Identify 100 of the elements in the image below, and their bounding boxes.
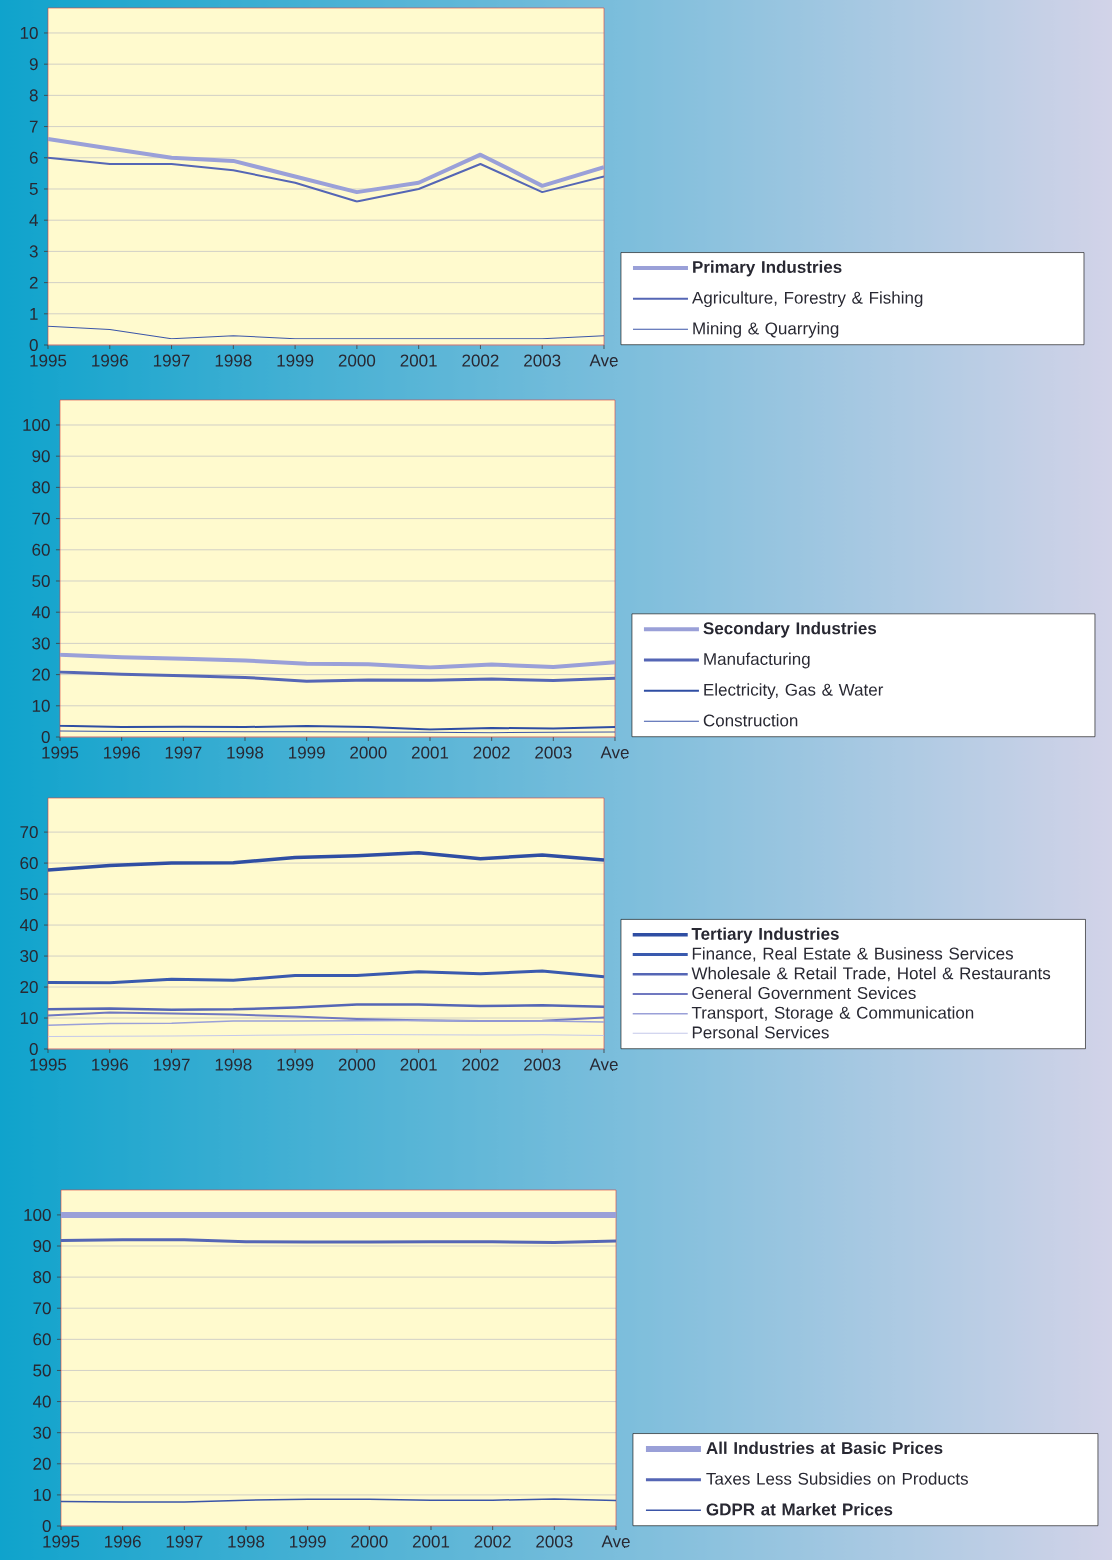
legend-label: Mining & Quarrying — [693, 321, 839, 338]
line-series — [48, 851, 604, 872]
legend-label: Personal Services — [692, 1026, 829, 1039]
y-tick-label: 10 — [33, 1488, 51, 1501]
y-tick-label: 4 — [29, 214, 38, 227]
y-tick-label: 60 — [32, 543, 50, 556]
x-tick-label: 2000 — [338, 354, 376, 367]
y-tick-label: 9 — [29, 58, 38, 71]
y-tick-label: 5 — [29, 183, 38, 195]
y-tick-label: 0 — [29, 1042, 38, 1056]
x-tick-label: 1996 — [92, 354, 128, 367]
x-tick-label: 2003 — [524, 354, 561, 367]
y-tick-label: 100 — [23, 418, 50, 431]
y-tick-label: 30 — [20, 950, 38, 963]
line-series — [48, 969, 604, 985]
x-tick-label: 1999 — [277, 354, 314, 367]
x-tick-label: 1999 — [289, 746, 325, 759]
x-tick-label: 1998 — [215, 354, 252, 367]
y-tick-label: 80 — [33, 1271, 51, 1284]
y-tick-label: 20 — [20, 981, 38, 994]
y-tick-label: 0 — [41, 730, 50, 744]
y-tick-label: 1 — [30, 307, 38, 320]
y-tick-label: 6 — [29, 151, 38, 164]
x-tick-label: 1998 — [215, 1058, 252, 1071]
x-tick-label: 2002 — [474, 1535, 511, 1548]
x-tick-label: 1998 — [228, 1535, 265, 1548]
y-tick-label: 70 — [32, 512, 50, 525]
legend-label: Taxes Less Subsidies on Products — [706, 1472, 968, 1485]
x-tick-label: 1997 — [166, 1535, 203, 1548]
legend-label: Tertiary Industries — [691, 927, 839, 944]
x-tick-label: 2001 — [411, 746, 449, 759]
x-tick-label: 1996 — [92, 1058, 128, 1071]
y-tick-label: 50 — [33, 1364, 51, 1377]
y-tick-label: 40 — [19, 919, 38, 932]
x-tick-label: 2001 — [400, 354, 437, 367]
y-tick-label: 30 — [32, 637, 50, 650]
y-tick-label: 90 — [32, 450, 50, 463]
x-tick-label: Ave — [601, 1535, 630, 1548]
line-series — [48, 137, 604, 195]
y-tick-label: 2 — [29, 276, 38, 289]
legend-label: Wholesale & Retail Trade, Hotel & Restaurants — [691, 966, 1051, 982]
x-tick-label: 2003 — [524, 1058, 561, 1071]
y-tick-label: 90 — [33, 1239, 51, 1253]
y-tick-label: 10 — [32, 699, 50, 712]
x-tick-label: 1998 — [227, 746, 264, 759]
y-tick-label: 20 — [32, 668, 50, 681]
x-tick-label: 1995 — [30, 1058, 67, 1071]
y-tick-label: 10 — [20, 1012, 38, 1025]
x-tick-label: Ave — [589, 1058, 618, 1071]
legend-label: Manufacturing — [704, 652, 810, 669]
x-tick-label: 1996 — [104, 746, 140, 759]
x-tick-label: 1996 — [105, 1535, 141, 1548]
y-tick-label: 70 — [20, 826, 38, 839]
x-tick-label: 1999 — [290, 1535, 326, 1548]
x-tick-label: 2000 — [351, 1535, 388, 1548]
y-tick-label: 80 — [32, 481, 50, 494]
y-tick-label: 100 — [24, 1208, 51, 1221]
legend-label: Primary Industries — [693, 260, 842, 277]
y-tick-label: 40 — [32, 1395, 51, 1408]
x-tick-label: 2003 — [535, 746, 572, 759]
y-tick-label: 3 — [29, 245, 38, 258]
x-tick-label: 1997 — [153, 354, 190, 367]
legend-label: Agriculture, Forestry & Fishing — [692, 291, 923, 308]
y-tick-label: 50 — [32, 574, 50, 588]
y-tick-label: 10 — [20, 26, 38, 39]
y-tick-label: 0 — [42, 1519, 51, 1533]
x-tick-label: 1997 — [153, 1058, 190, 1071]
legend-label: Construction — [703, 714, 798, 727]
x-tick-label: 1995 — [43, 1535, 80, 1548]
x-tick-label: 2002 — [473, 746, 510, 759]
x-tick-label: 2001 — [400, 1058, 437, 1071]
legend-label: Finance, Real Estate & Business Services — [692, 947, 1014, 962]
x-tick-label: Ave — [600, 746, 629, 759]
x-tick-label: 1999 — [277, 1058, 314, 1071]
legend-label: GDPR at Market Prices — [706, 1503, 893, 1516]
legend-label: Electricity, Gas & Water — [704, 683, 884, 700]
y-tick-label: 70 — [33, 1302, 51, 1315]
x-tick-label: 1995 — [42, 746, 79, 759]
x-tick-label: 2001 — [412, 1535, 450, 1548]
x-tick-label: 1997 — [165, 746, 202, 759]
legend-label: General Government Sevices — [692, 986, 916, 1000]
x-tick-label: Ave — [589, 354, 618, 367]
y-tick-label: 30 — [33, 1426, 51, 1439]
y-tick-label: 50 — [20, 888, 38, 901]
line-series — [60, 670, 615, 683]
y-tick-label: 60 — [20, 857, 38, 870]
y-tick-label: 0 — [29, 338, 38, 352]
x-tick-label: 2002 — [462, 354, 499, 367]
y-tick-label: 7 — [29, 120, 38, 133]
x-tick-label: 2000 — [338, 1058, 376, 1071]
x-tick-label: 2002 — [462, 1058, 499, 1071]
legend-label: Secondary Industries — [703, 621, 877, 638]
y-tick-label: 60 — [33, 1333, 51, 1346]
legend-label: All Industries at Basic Prices — [706, 1441, 943, 1455]
x-tick-label: 1995 — [30, 354, 67, 367]
y-tick-label: 40 — [31, 606, 50, 619]
y-tick-label: 8 — [29, 89, 38, 102]
x-tick-label: 2000 — [350, 746, 387, 759]
legend-label: Transport, Storage & Communication — [691, 1006, 974, 1023]
x-tick-label: 2003 — [536, 1535, 573, 1548]
